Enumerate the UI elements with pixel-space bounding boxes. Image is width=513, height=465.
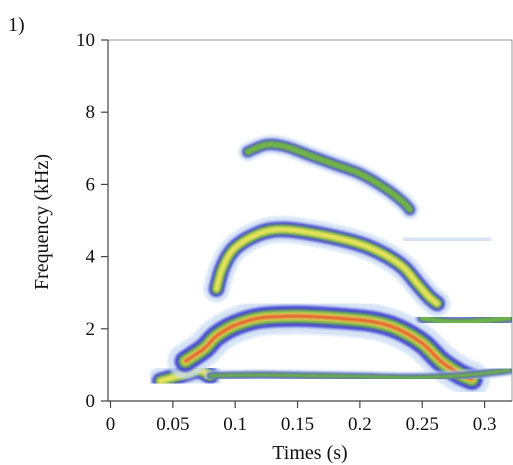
x-tick-label: 0.25 xyxy=(406,414,439,435)
y-axis-label: Frequency (kHz) xyxy=(31,154,53,290)
spectral-band xyxy=(413,309,512,331)
spectral-band xyxy=(204,364,512,384)
band-layer xyxy=(183,314,474,382)
band-layer xyxy=(208,368,512,380)
spectral-band xyxy=(167,298,490,398)
spectral-band xyxy=(203,216,451,317)
y-axis-ticks: 0 2 4 6 8 10 xyxy=(76,30,108,412)
band-layer xyxy=(402,231,492,248)
x-axis-ticks: 0 0.05 0.1 0.15 0.2 0.25 0.3 xyxy=(106,401,497,435)
plot-area xyxy=(108,40,512,401)
spectrogram-bands xyxy=(146,134,512,398)
band-layer xyxy=(213,226,440,307)
x-tick-label: 0 xyxy=(106,414,116,435)
panel-label: 1) xyxy=(8,14,25,36)
spectral-band xyxy=(238,134,420,220)
band-layer xyxy=(244,140,414,214)
x-tick-label: 0.2 xyxy=(348,414,372,435)
x-tick-label: 0.15 xyxy=(281,414,314,435)
y-tick-label: 0 xyxy=(86,391,96,412)
y-tick-label: 10 xyxy=(76,30,95,51)
y-tick-label: 4 xyxy=(86,247,96,268)
x-axis-label: Times (s) xyxy=(272,442,347,464)
x-tick-label: 0.1 xyxy=(223,414,247,435)
y-tick-label: 2 xyxy=(86,319,96,340)
x-tick-label: 0.3 xyxy=(473,414,497,435)
band-layer xyxy=(418,314,512,326)
y-tick-label: 6 xyxy=(86,174,96,195)
x-tick-label: 0.05 xyxy=(156,414,189,435)
spectral-band xyxy=(402,231,492,248)
y-tick-label: 8 xyxy=(86,102,96,123)
